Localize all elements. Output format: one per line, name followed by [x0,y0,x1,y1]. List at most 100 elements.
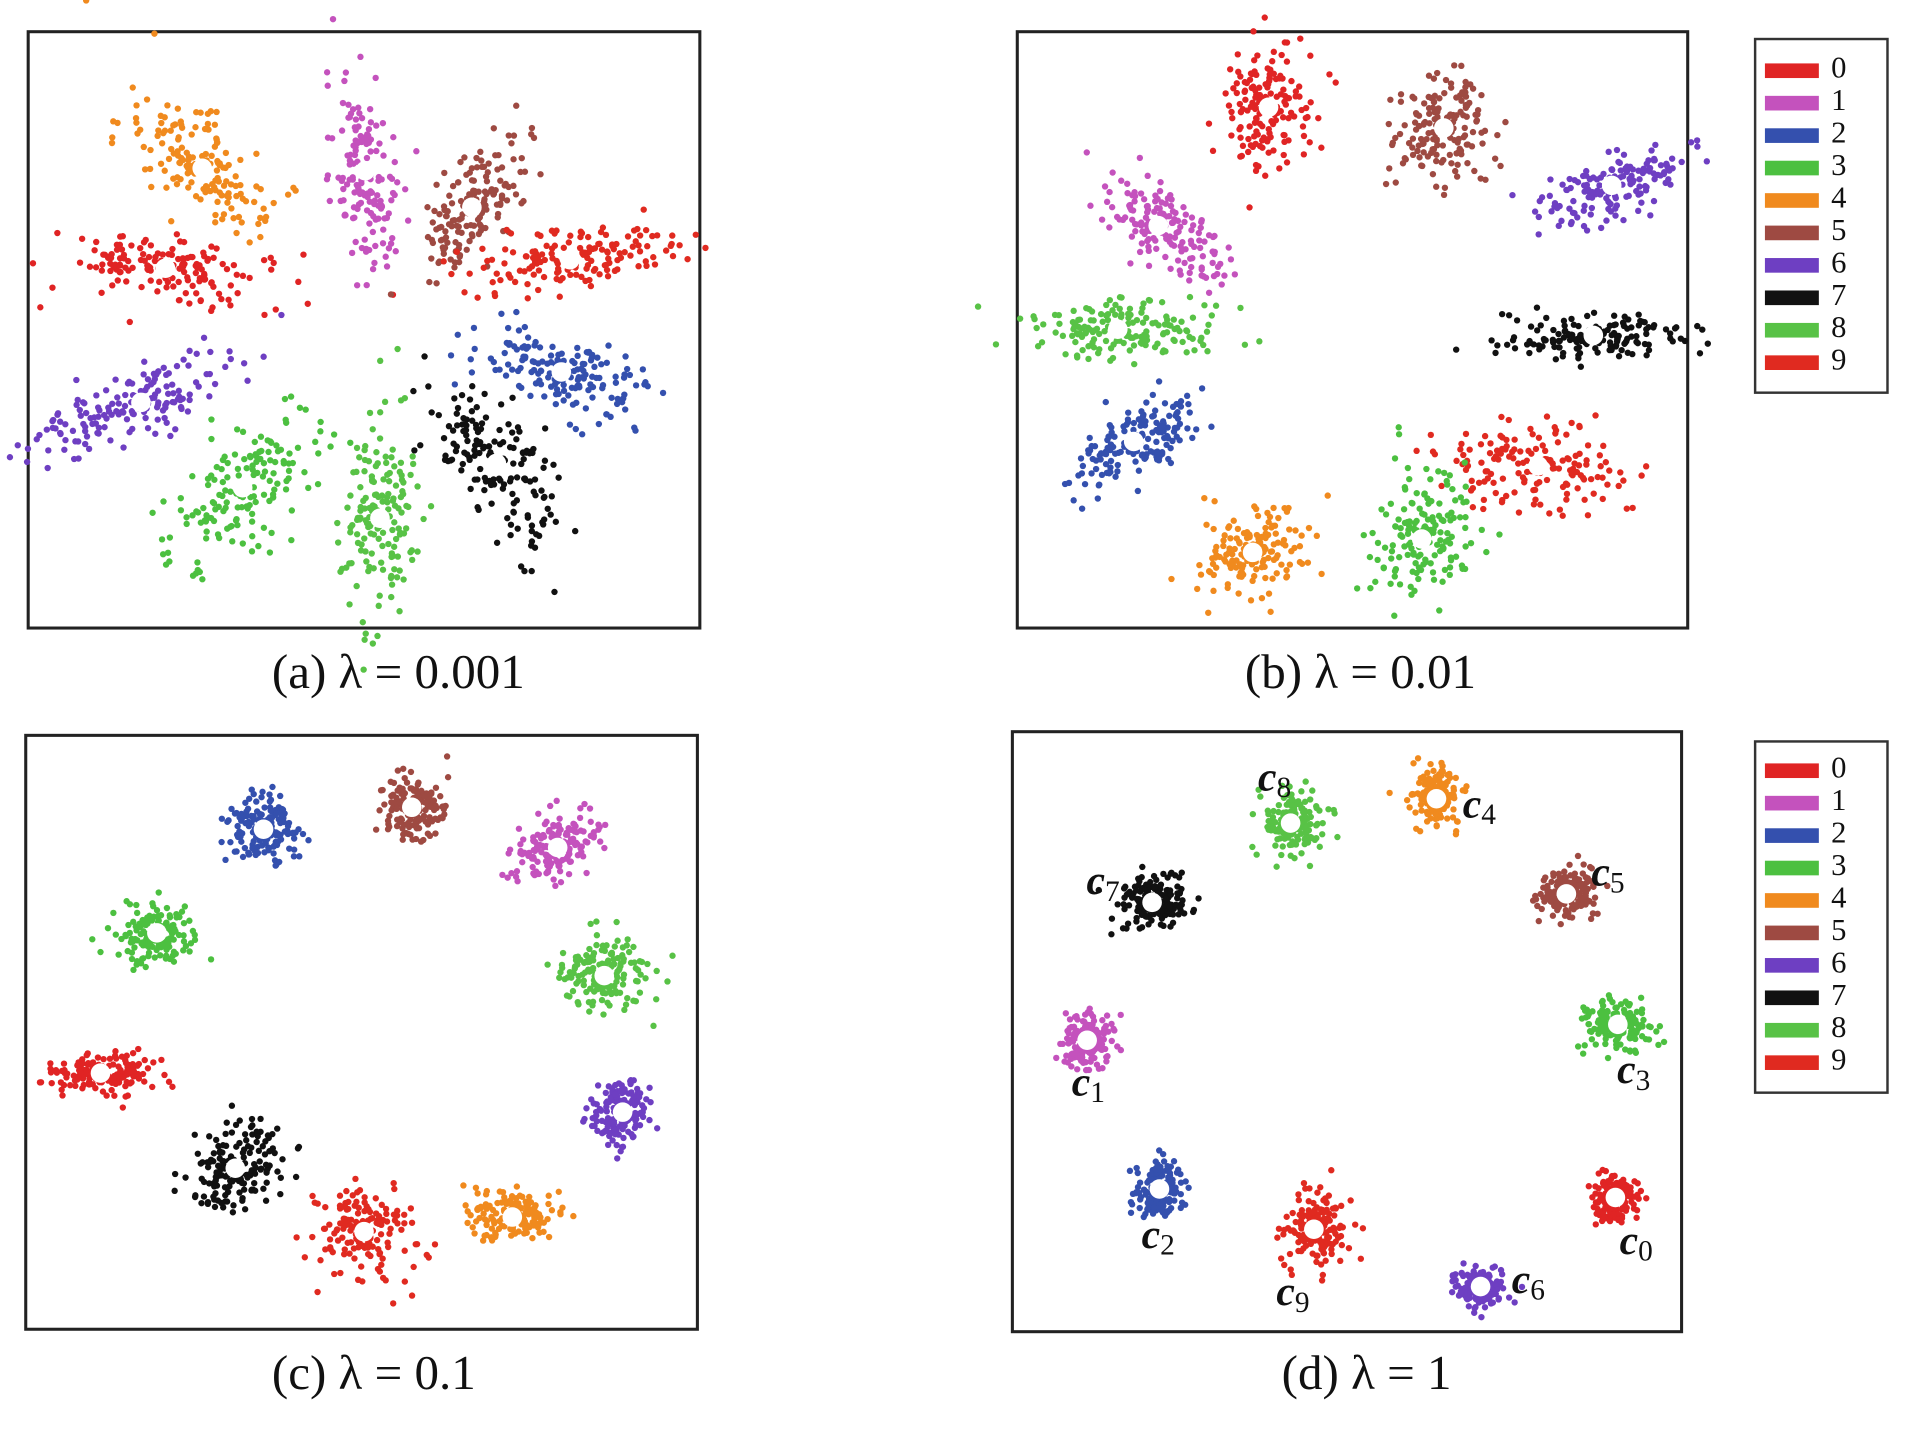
feature-point [1618,346,1625,354]
feature-point [542,858,550,865]
feature-point [192,193,200,200]
feature-point [339,99,347,107]
feature-point [197,1160,204,1167]
feature-point [47,1065,54,1072]
feature-point [1437,529,1444,536]
feature-point [1657,172,1664,179]
feature-point [357,199,365,207]
feature-point [260,524,268,531]
feature-point [1307,99,1314,106]
feature-point [208,435,215,443]
feature-point [146,264,154,271]
feature-point [1165,213,1173,220]
feature-point [425,1254,432,1261]
feature-point [157,112,164,120]
feature-point [377,1231,385,1238]
feature-point [1313,532,1321,540]
feature-point [594,1082,602,1089]
feature-point [1635,207,1642,215]
feature-point [377,559,385,566]
feature-point [1462,514,1469,521]
feature-point [1155,322,1162,329]
feature-point [1386,165,1393,172]
feature-point [454,228,462,235]
feature-point [1233,80,1240,87]
feature-point [383,1218,391,1225]
feature-point [603,266,611,274]
feature-point [369,640,377,647]
feature-point [1059,332,1067,340]
feature-point [1650,324,1657,331]
feature-point [1251,57,1258,64]
feature-point [1116,305,1123,312]
feature-point [247,494,254,501]
feature-point [1626,175,1633,182]
feature-point [260,353,267,360]
feature-point [507,274,514,281]
feature-point [336,1192,344,1199]
feature-point [492,1210,500,1217]
feature-point [384,826,392,833]
feature-point [1568,419,1575,427]
feature-point [549,343,556,350]
feature-point [613,240,620,248]
feature-point [390,495,397,502]
feature-point [374,192,381,199]
feature-point [1127,260,1134,267]
feature-point [1242,96,1249,103]
feature-point [510,508,517,515]
feature-point [1262,81,1269,88]
feature-point [222,487,229,494]
feature-point [259,788,266,795]
feature-point [581,800,588,808]
feature-point [417,442,424,449]
feature-point [203,512,210,519]
feature-point [643,262,650,270]
feature-point [1409,568,1416,575]
feature-point [461,154,468,161]
feature-point [1112,450,1119,457]
feature-point [1203,328,1211,335]
feature-point [467,485,474,493]
feature-point [351,1255,358,1262]
feature-point [1391,455,1399,462]
feature-point [1121,214,1129,221]
feature-point [346,560,353,567]
feature-point [431,1241,439,1248]
feature-point [669,232,676,239]
feature-point [1290,113,1298,120]
feature-point [510,156,517,163]
feature-point [426,278,433,286]
feature-point [140,143,147,151]
feature-point [194,559,201,566]
feature-point [363,192,371,200]
feature-point [215,1142,222,1150]
feature-point [1636,183,1643,190]
feature-point [507,230,515,237]
feature-point [1174,324,1181,332]
feature-point [560,397,567,404]
feature-point [1650,155,1658,163]
class-center [551,362,572,382]
feature-point [1218,281,1225,288]
feature-point [204,1199,212,1206]
feature-point [1428,497,1435,505]
feature-point [362,517,369,524]
feature-point [1156,187,1164,195]
feature-point [1530,501,1538,508]
feature-point [1607,346,1615,353]
feature-point [366,409,374,417]
feature-point [189,473,196,480]
feature-point [1062,351,1069,358]
feature-point [274,830,282,837]
feature-point [263,1166,271,1174]
feature-point [1413,489,1420,497]
feature-point [171,1170,179,1178]
feature-point [159,251,166,258]
feature-point [1612,343,1620,350]
feature-point [1186,269,1193,277]
feature-point [1283,508,1291,515]
feature-point [134,130,141,137]
feature-point [497,201,504,209]
feature-point [484,257,491,265]
